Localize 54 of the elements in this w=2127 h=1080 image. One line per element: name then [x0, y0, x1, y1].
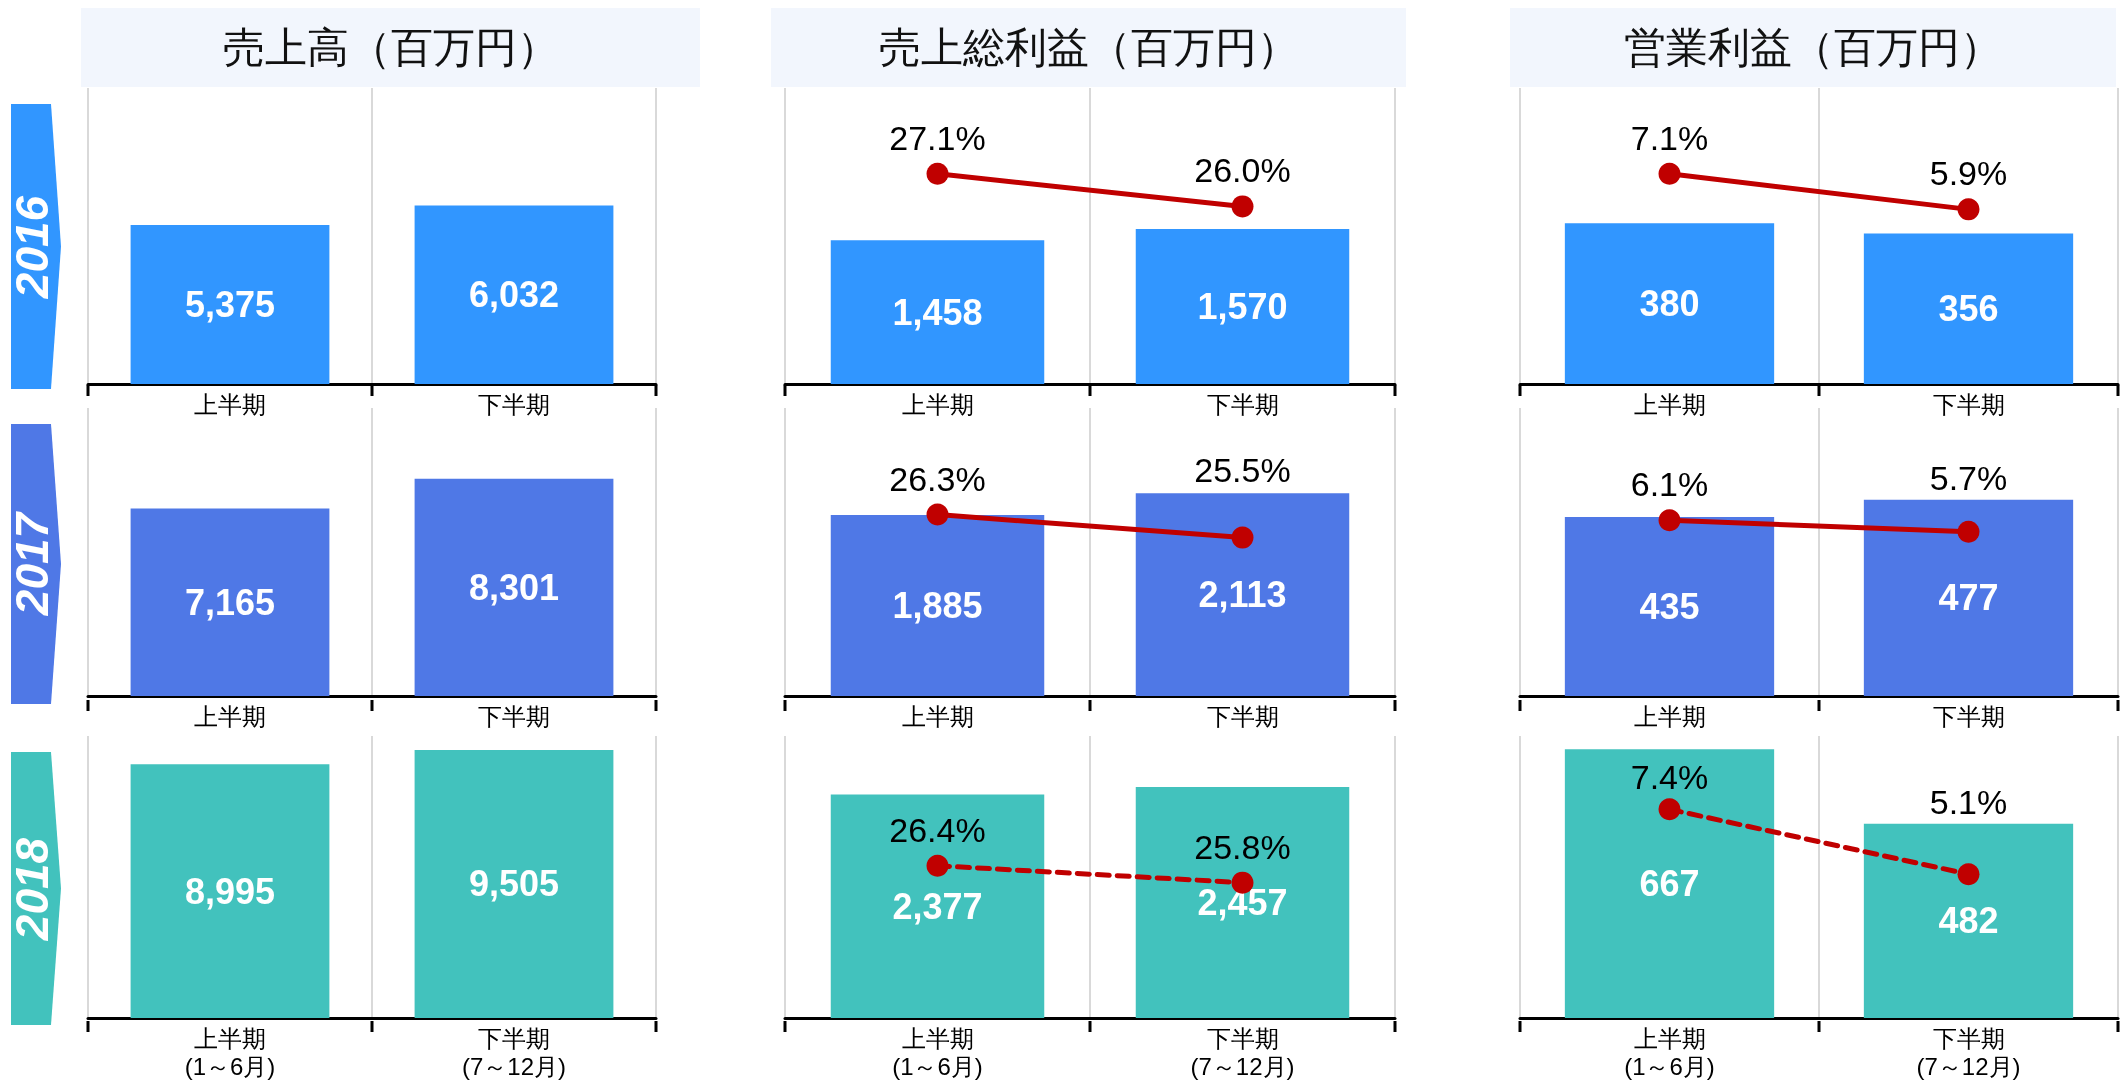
data-label: 5.7%	[1929, 458, 2008, 497]
data-label: 2,457	[1197, 882, 1288, 924]
data-label: 667	[1639, 863, 1700, 905]
data-label: 8,995	[184, 870, 276, 912]
data-label: 2,113	[1198, 574, 1287, 616]
x-tick-label: 上半期	[194, 390, 266, 418]
data-label: 5,375	[184, 283, 276, 325]
x-tick-label: 下半期	[1932, 390, 2005, 418]
x-tick-label: 下半期 (7～12月)	[1916, 1024, 2021, 1080]
x-tick-label: 上半期	[1633, 390, 1706, 418]
x-tick-label: 下半期 (7～12月)	[461, 1024, 567, 1080]
x-tick-label: 上半期	[1633, 702, 1706, 730]
x-tick-label: 上半期	[901, 390, 974, 418]
data-label: 7.4%	[1630, 758, 1709, 797]
x-tick-label: 下半期	[1932, 702, 2005, 730]
x-tick-label: 下半期	[1206, 390, 1279, 418]
data-label: 25.8%	[1194, 827, 1291, 866]
x-tick-label: 上半期	[194, 702, 266, 730]
y-axis-title: 2018	[6, 837, 58, 940]
x-tick-label: 下半期	[478, 390, 550, 418]
data-label: 26.4%	[889, 810, 986, 849]
y-axis-title: 2016	[6, 195, 58, 298]
chart-title: 売上高（百万円）	[81, 8, 700, 87]
data-label: 380	[1639, 283, 1700, 325]
y-axis-title: 2017	[6, 512, 58, 616]
data-label: 6,032	[468, 274, 560, 316]
data-label: 8,301	[468, 566, 560, 608]
x-tick-label: 上半期 (1～6月)	[1624, 1024, 1715, 1080]
data-label: 25.5%	[1194, 450, 1291, 489]
x-tick-label: 上半期 (1～6月)	[184, 1024, 276, 1080]
data-label: 7.1%	[1630, 118, 1709, 157]
data-label: 477	[1938, 577, 1999, 619]
data-label: 27.1%	[889, 118, 986, 157]
data-label: 2,377	[892, 885, 983, 927]
data-label: 5.9%	[1929, 154, 2008, 193]
data-label: 9,505	[468, 863, 560, 905]
x-tick-label: 上半期	[901, 702, 974, 730]
chart-title: 売上総利益（百万円）	[771, 8, 1406, 87]
data-label: 7,165	[184, 581, 276, 623]
data-label: 356	[1938, 288, 1999, 330]
data-label: 26.0%	[1194, 151, 1291, 190]
chart-title: 営業利益（百万円）	[1510, 8, 2116, 87]
data-label: 26.3%	[889, 459, 986, 498]
data-label: 1,570	[1197, 286, 1288, 328]
x-tick-label: 下半期	[478, 702, 550, 730]
x-tick-label: 上半期 (1～6月)	[892, 1024, 983, 1080]
data-label: 6.1%	[1630, 465, 1709, 504]
data-label: 1,458	[892, 291, 983, 333]
data-label: 435	[1639, 586, 1700, 628]
x-tick-label: 下半期 (7～12月)	[1190, 1024, 1295, 1080]
data-label: 5.1%	[1929, 783, 2008, 822]
data-label: 1,885	[892, 585, 983, 627]
data-label: 482	[1938, 900, 1999, 942]
x-tick-label: 下半期	[1206, 702, 1279, 730]
